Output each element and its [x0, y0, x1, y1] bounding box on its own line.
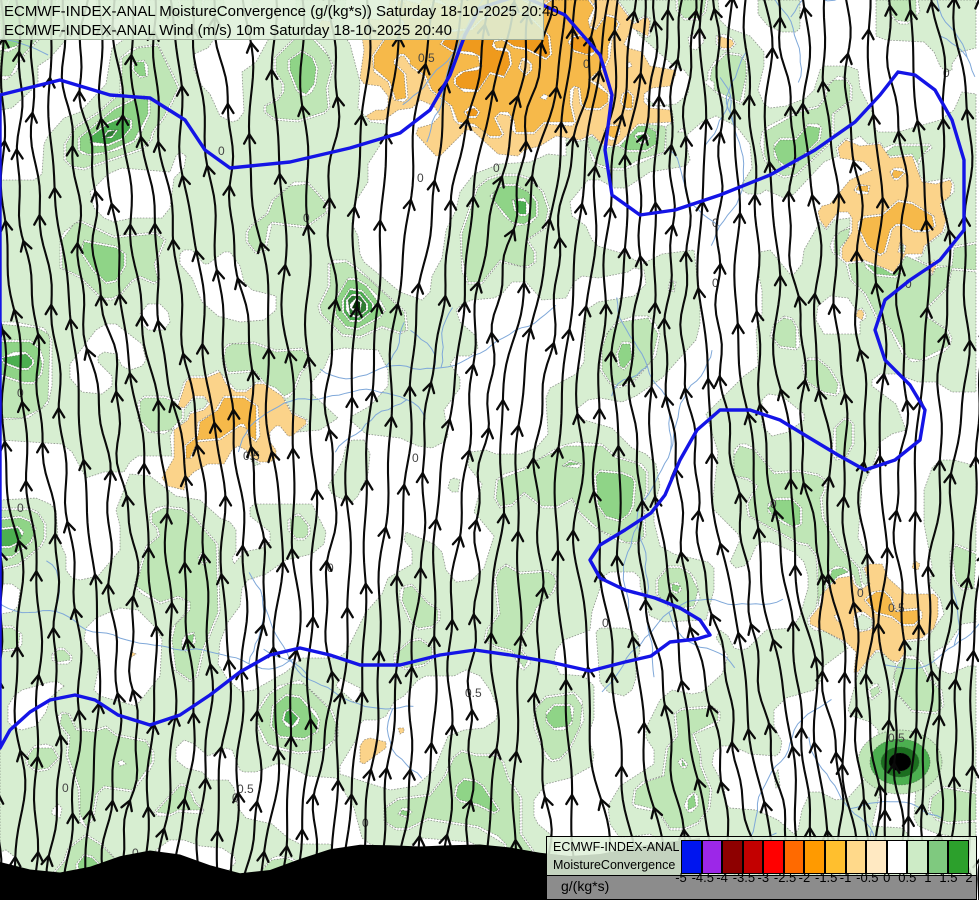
- svg-text:0: 0: [857, 586, 864, 600]
- svg-text:0: 0: [493, 161, 500, 175]
- svg-text:0: 0: [412, 451, 419, 465]
- svg-text:0: 0: [17, 501, 24, 515]
- svg-text:0: 0: [62, 781, 69, 795]
- svg-text:0: 0: [417, 171, 424, 185]
- svg-text:0: 0: [218, 144, 225, 158]
